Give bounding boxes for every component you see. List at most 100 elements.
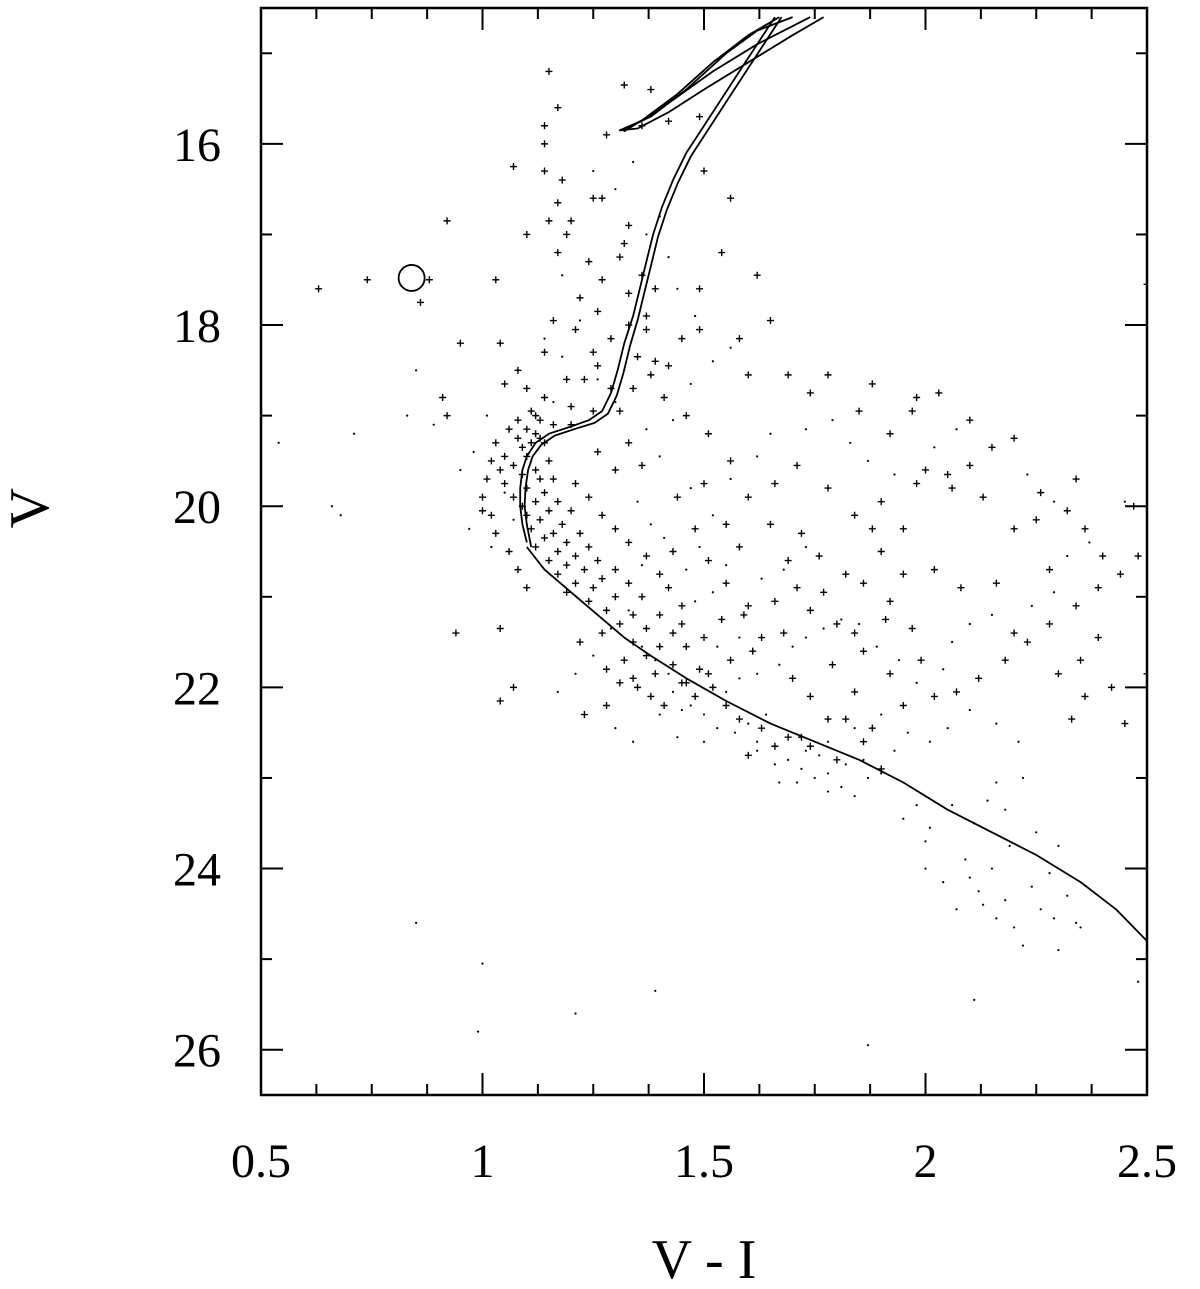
data-point-plus [585, 543, 593, 551]
data-point-plus [625, 579, 633, 587]
data-point-plus [1072, 602, 1080, 610]
data-point-plus [598, 194, 606, 202]
data-point-plus [598, 575, 606, 583]
data-point-plus [899, 525, 907, 533]
data-point-plus [527, 525, 535, 533]
data-point-plus [603, 701, 611, 709]
data-point-plus [510, 493, 518, 501]
data-point-plus [824, 715, 832, 723]
data-point-dot [826, 740, 830, 743]
data-point-plus [718, 615, 726, 623]
data-point-dot [804, 428, 807, 431]
data-point-dot [330, 505, 333, 508]
data-point-dot [632, 740, 635, 743]
data-point-dot [352, 432, 356, 435]
data-point-dot [769, 432, 772, 435]
data-point-plus [549, 317, 557, 325]
data-point-plus [975, 674, 983, 682]
y-axis-label: V [0, 488, 61, 528]
data-point-plus [882, 615, 890, 623]
data-point-plus [456, 339, 464, 347]
data-point-dot [862, 758, 865, 761]
data-point-dot [995, 917, 998, 920]
data-point-plus [572, 326, 580, 334]
data-point-plus [930, 566, 938, 574]
data-point-plus [877, 765, 885, 773]
data-point-dot [614, 188, 617, 191]
data-point-plus [1081, 692, 1089, 700]
data-point-plus [620, 656, 628, 664]
data-point-plus [1054, 670, 1062, 678]
data-point-plus [744, 602, 752, 610]
data-point-plus [917, 656, 925, 664]
data-point-plus [576, 294, 584, 302]
data-point-plus [797, 733, 805, 741]
data-point-dot [831, 419, 834, 422]
data-point-dot [733, 731, 737, 734]
data-point-dot [1008, 844, 1011, 847]
data-point-plus [908, 624, 916, 632]
data-point-plus [611, 566, 619, 574]
y-tick-label: 24 [173, 844, 221, 897]
data-point-dot [968, 622, 971, 626]
data-point-plus [651, 357, 659, 365]
axis-tick-labels: 0.5 1 1.5 2 2.5 16 18 20 22 24 26 [173, 119, 1177, 1188]
data-point-plus [700, 167, 708, 175]
data-point-dot [1021, 944, 1025, 947]
data-point-plus [1068, 715, 1076, 723]
data-point-dot [414, 369, 418, 372]
data-point-plus [789, 674, 797, 682]
data-point-plus [833, 620, 841, 628]
data-point-dot [472, 450, 475, 453]
data-point-plus [868, 380, 876, 388]
data-point-dot [773, 763, 776, 766]
data-point-plus [957, 584, 965, 592]
data-point-plus [735, 715, 743, 723]
data-point-dot [880, 772, 883, 775]
data-point-dot [1066, 554, 1069, 558]
data-point-dot [778, 781, 781, 784]
data-point-plus [585, 258, 593, 266]
data-point-dot [897, 659, 901, 662]
data-point-dot [468, 527, 471, 530]
data-point-plus [944, 471, 952, 479]
data-point-dot [1052, 500, 1056, 503]
data-point-dot [640, 563, 644, 567]
data-point-plus [545, 217, 553, 225]
data-point-plus [523, 484, 531, 492]
data-point-plus [634, 353, 642, 361]
data-point-plus [598, 629, 606, 637]
data-point-dot [543, 337, 546, 340]
data-point-plus [735, 543, 743, 551]
data-point-plus [496, 339, 504, 347]
data-point-plus [868, 525, 876, 533]
data-point-plus [642, 312, 650, 320]
data-point-dot [689, 382, 692, 386]
data-point-dot [654, 989, 657, 992]
data-point-dot [459, 468, 462, 472]
data-point-dot [711, 360, 714, 363]
data-point-plus [363, 276, 371, 284]
data-point-dot [738, 677, 741, 680]
data-point-plus [665, 362, 673, 370]
data-point-dot [552, 400, 555, 404]
data-point-plus [647, 692, 655, 700]
data-point-plus [682, 679, 690, 687]
data-point-plus [541, 534, 549, 542]
data-point-dot [503, 491, 506, 494]
data-point-plus [749, 647, 757, 655]
data-point-dot [654, 659, 657, 662]
data-point-plus [532, 430, 540, 438]
data-point-dot [277, 441, 280, 444]
data-point-dot [578, 319, 582, 322]
data-point-plus [744, 371, 752, 379]
data-point-plus [554, 570, 562, 578]
data-point-dot [760, 577, 763, 580]
data-point-dot [880, 713, 883, 716]
data-point-dot [804, 545, 807, 549]
data-point-plus [709, 683, 717, 691]
data-point-dot [826, 790, 830, 793]
data-point-plus [744, 493, 752, 501]
data-point-plus [691, 525, 699, 533]
data-point-plus [1134, 552, 1142, 560]
